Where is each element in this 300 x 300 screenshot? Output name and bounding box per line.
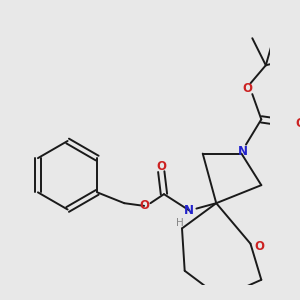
Text: O: O xyxy=(295,117,300,130)
Text: O: O xyxy=(139,200,149,212)
Text: O: O xyxy=(254,240,265,253)
Text: N: N xyxy=(238,145,248,158)
Text: O: O xyxy=(242,82,252,95)
Text: O: O xyxy=(156,160,166,173)
Text: H: H xyxy=(176,218,184,228)
Text: N: N xyxy=(184,204,194,217)
